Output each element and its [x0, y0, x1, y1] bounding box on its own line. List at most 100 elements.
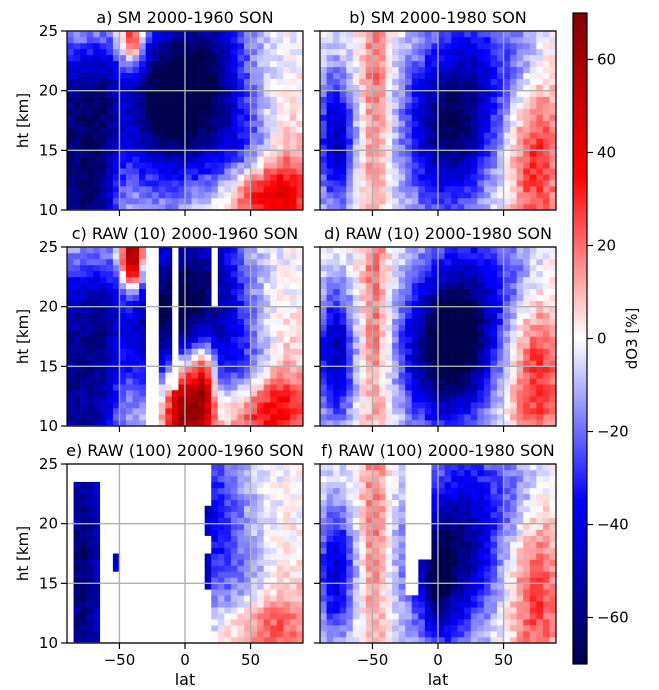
- heatmap-cell: [204, 324, 212, 331]
- heatmap-cell: [257, 90, 264, 97]
- heatmap-cell: [359, 174, 367, 181]
- heatmap-cell: [283, 577, 291, 584]
- heatmap-cell: [451, 294, 458, 301]
- heatmap-cell: [270, 402, 278, 409]
- heatmap-cell: [283, 258, 291, 266]
- heatmap-cell: [339, 595, 347, 602]
- heatmap-cell: [510, 247, 517, 254]
- heatmap-cell: [359, 96, 367, 103]
- heatmap-cell: [516, 144, 524, 151]
- heatmap-cell: [392, 78, 399, 85]
- heatmap-cell: [250, 396, 258, 403]
- heatmap-cell: [411, 312, 419, 319]
- heatmap-cell: [165, 60, 173, 68]
- heatmap-cell: [477, 282, 485, 290]
- heatmap-cell: [250, 102, 258, 109]
- heatmap-cell: [250, 619, 258, 626]
- heatmap-cell: [333, 396, 340, 403]
- heatmap-cell: [217, 499, 225, 507]
- heatmap-cell: [237, 577, 245, 584]
- heatmap-cell: [99, 252, 107, 260]
- heatmap-cell: [80, 144, 87, 151]
- heatmap-cell: [464, 60, 472, 68]
- heatmap-cell: [438, 108, 445, 115]
- heatmap-cell: [257, 174, 264, 181]
- heatmap-cell: [339, 583, 347, 590]
- heatmap-cell: [405, 247, 413, 254]
- heatmap-cell: [457, 342, 465, 349]
- heatmap-cell: [217, 168, 225, 175]
- heatmap-cell: [80, 247, 87, 254]
- heatmap-cell: [198, 360, 205, 367]
- heatmap-cell: [339, 252, 347, 260]
- heatmap-cell: [165, 84, 173, 91]
- heatmap-cell: [112, 306, 120, 313]
- heatmap-cell: [529, 270, 537, 278]
- heatmap-cell: [257, 523, 264, 530]
- heatmap-cell: [139, 72, 146, 80]
- heatmap-cell: [352, 372, 360, 379]
- heatmap-cell: [145, 90, 153, 97]
- heatmap-cell: [204, 384, 212, 391]
- heatmap-cell: [145, 96, 153, 103]
- heatmap-cell: [529, 354, 537, 361]
- heatmap-cell: [99, 42, 107, 50]
- heatmap-cell: [86, 96, 94, 103]
- heatmap-cell: [224, 354, 232, 361]
- heatmap-cell: [339, 288, 347, 296]
- heatmap-cell: [204, 402, 212, 409]
- heatmap-cell: [250, 475, 258, 483]
- heatmap-cell: [483, 42, 491, 50]
- heatmap-cell: [230, 631, 238, 638]
- heatmap-cell: [392, 42, 399, 50]
- heatmap-cell: [112, 366, 120, 373]
- heatmap-cell: [503, 204, 511, 210]
- heatmap-cell: [244, 420, 251, 426]
- heatmap-cell: [67, 132, 74, 139]
- heatmap-cell: [523, 84, 531, 91]
- heatmap-cell: [73, 132, 81, 139]
- heatmap-cell: [392, 180, 399, 187]
- heatmap-cell: [211, 601, 219, 608]
- heatmap-cell: [283, 469, 291, 477]
- heatmap-cell: [385, 168, 393, 175]
- heatmap-cell: [99, 78, 107, 85]
- heatmap-cell: [73, 162, 81, 169]
- heatmap-cell: [244, 192, 251, 199]
- heatmap-cell: [392, 108, 399, 115]
- heatmap-cell: [392, 336, 399, 343]
- heatmap-cell: [529, 90, 537, 97]
- heatmap-cell: [171, 192, 179, 199]
- heatmap-cell: [333, 282, 340, 290]
- heatmap-cell: [516, 378, 524, 385]
- heatmap-cell: [119, 318, 127, 325]
- heatmap-cell: [257, 270, 264, 278]
- heatmap-cell: [139, 414, 146, 421]
- heatmap-cell: [296, 464, 303, 471]
- heatmap-cell: [80, 631, 87, 638]
- heatmap-cell: [73, 601, 81, 608]
- heatmap-cell: [224, 247, 232, 254]
- heatmap-cell: [250, 601, 258, 608]
- heatmap-cell: [158, 360, 166, 367]
- heatmap-cell: [424, 90, 432, 97]
- heatmap-cell: [198, 204, 205, 210]
- heatmap-cell: [451, 36, 458, 44]
- heatmap-cell: [320, 120, 327, 127]
- heatmap-cell: [191, 372, 199, 379]
- heatmap-cell: [204, 108, 212, 115]
- heatmap-cell: [237, 547, 245, 554]
- heatmap-cell: [320, 408, 327, 415]
- heatmap-cell: [132, 258, 140, 266]
- heatmap-cell: [483, 48, 491, 56]
- heatmap-cell: [457, 324, 465, 331]
- heatmap-cell: [365, 60, 373, 68]
- heatmap-cell: [230, 595, 238, 602]
- heatmap-cell: [289, 535, 297, 542]
- heatmap-cell: [73, 60, 81, 68]
- heatmap-cell: [320, 420, 327, 426]
- heatmap-cell: [270, 294, 278, 301]
- heatmap-cell: [185, 102, 192, 109]
- heatmap-cell: [139, 420, 146, 426]
- heatmap-cell: [392, 247, 399, 254]
